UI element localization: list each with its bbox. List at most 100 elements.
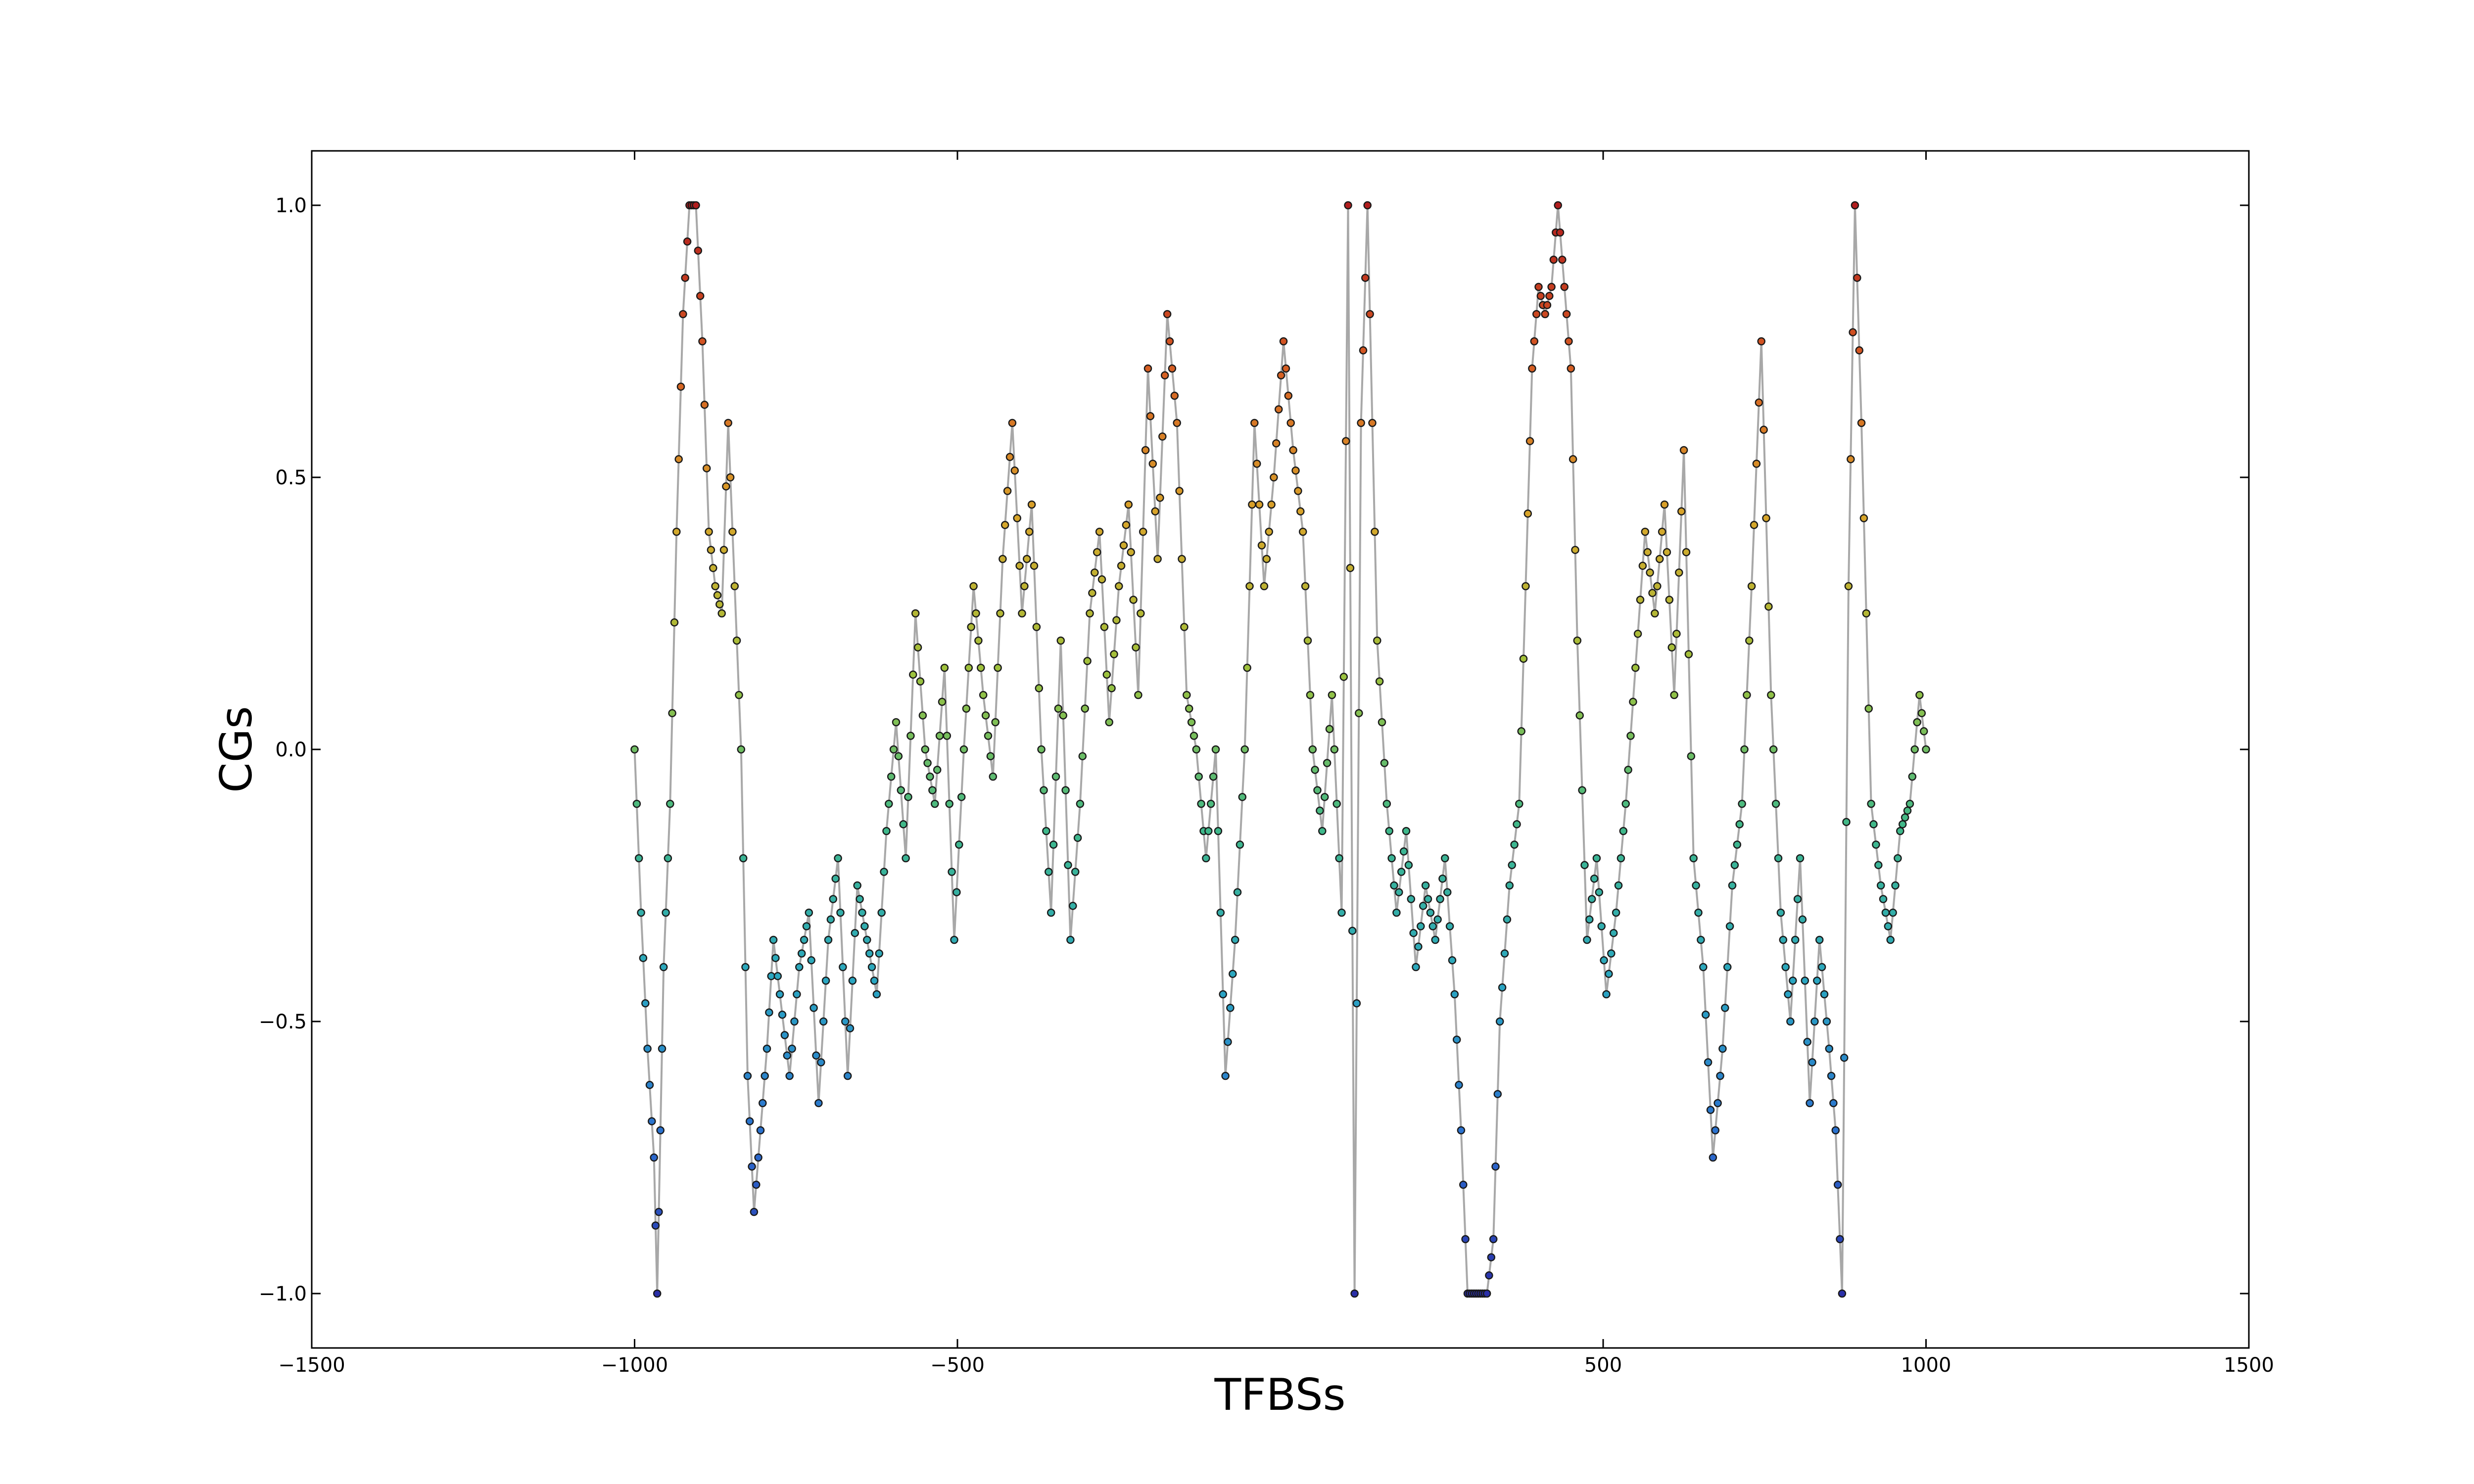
data-point <box>1595 888 1604 896</box>
data-point <box>655 1207 663 1216</box>
data-point <box>1265 527 1273 536</box>
data-point <box>651 1221 660 1230</box>
data-point <box>1701 1011 1710 1019</box>
data-point <box>1840 1054 1849 1062</box>
data-point <box>1894 854 1902 863</box>
data-point <box>1040 786 1048 794</box>
data-point <box>788 1044 796 1053</box>
data-point <box>1392 908 1401 917</box>
data-point <box>1820 990 1829 999</box>
data-point <box>1311 766 1319 774</box>
data-point <box>1412 963 1420 972</box>
data-point <box>1621 799 1630 808</box>
data-point <box>1573 636 1582 645</box>
data-point <box>1917 709 1926 717</box>
data-point <box>906 732 915 740</box>
data-point <box>935 732 944 740</box>
data-point <box>1752 460 1761 468</box>
data-point <box>630 745 639 754</box>
data-point <box>1335 854 1343 863</box>
data-point <box>1359 346 1368 355</box>
data-point <box>1679 446 1688 455</box>
data-point <box>1141 446 1150 455</box>
data-point <box>700 401 709 409</box>
data-point <box>1636 596 1645 604</box>
data-point <box>756 1126 765 1135</box>
data-point <box>1836 1235 1844 1244</box>
data-point <box>1798 915 1807 924</box>
data-point <box>645 1081 654 1089</box>
data-point <box>1010 466 1019 475</box>
data-point <box>1450 990 1459 999</box>
data-point <box>1849 328 1857 336</box>
data-point <box>709 564 717 572</box>
data-point <box>1519 654 1528 663</box>
data-point <box>880 868 888 876</box>
series-layer <box>630 201 1930 1298</box>
data-point <box>1713 1099 1722 1108</box>
data-point <box>1441 854 1449 863</box>
data-point <box>715 600 724 608</box>
data-point <box>1735 820 1744 829</box>
data-point <box>702 464 711 472</box>
data-point <box>843 1071 852 1080</box>
data-point <box>1137 609 1145 618</box>
data-point <box>1646 568 1654 577</box>
data-point <box>800 935 809 944</box>
data-point <box>1549 255 1558 264</box>
data-point <box>1651 609 1659 618</box>
data-point <box>1796 854 1805 863</box>
data-point <box>1337 908 1346 917</box>
data-point <box>748 1162 756 1171</box>
data-point <box>1081 704 1089 713</box>
data-point <box>1755 398 1763 407</box>
data-point <box>952 888 961 896</box>
data-point <box>1855 346 1863 355</box>
data-point <box>972 609 980 618</box>
data-point <box>1495 1017 1504 1026</box>
data-point <box>1407 895 1416 903</box>
data-point <box>887 772 896 781</box>
data-point <box>829 895 838 903</box>
data-point <box>659 963 668 972</box>
data-point <box>1076 799 1085 808</box>
data-point <box>1760 425 1768 434</box>
data-point <box>1513 820 1521 829</box>
data-point <box>1318 827 1327 835</box>
data-point <box>1791 935 1800 944</box>
x-tick-label: −1500 <box>278 1354 345 1377</box>
data-point <box>1641 527 1650 536</box>
data-point <box>913 643 922 652</box>
x-tick-label: −500 <box>930 1354 985 1377</box>
data-point <box>839 963 847 972</box>
data-point <box>1833 1180 1842 1189</box>
data-point <box>658 1044 666 1053</box>
data-point <box>634 854 643 863</box>
data-point <box>1206 799 1215 808</box>
x-tick-label: 1000 <box>1901 1354 1951 1377</box>
data-point <box>1457 1126 1466 1135</box>
x-tick-label: 1500 <box>2224 1354 2274 1377</box>
data-point <box>1132 643 1140 652</box>
data-point <box>759 1099 767 1108</box>
data-point <box>865 949 874 958</box>
data-point <box>916 677 925 686</box>
data-point <box>1740 745 1749 754</box>
data-point <box>1233 888 1242 896</box>
points-layer <box>630 201 1930 1298</box>
data-point <box>1332 799 1341 808</box>
data-point <box>1404 861 1413 870</box>
data-point <box>752 1180 761 1189</box>
data-point <box>1211 745 1220 754</box>
data-point <box>885 799 893 808</box>
data-point <box>1896 827 1904 835</box>
data-point <box>1023 555 1031 563</box>
data-point <box>969 582 978 591</box>
data-point <box>1730 861 1739 870</box>
data-point <box>1375 677 1384 686</box>
data-point <box>860 922 869 930</box>
data-point <box>1859 514 1868 522</box>
data-point <box>1397 868 1406 876</box>
data-point <box>943 732 952 740</box>
data-point <box>1093 548 1101 556</box>
